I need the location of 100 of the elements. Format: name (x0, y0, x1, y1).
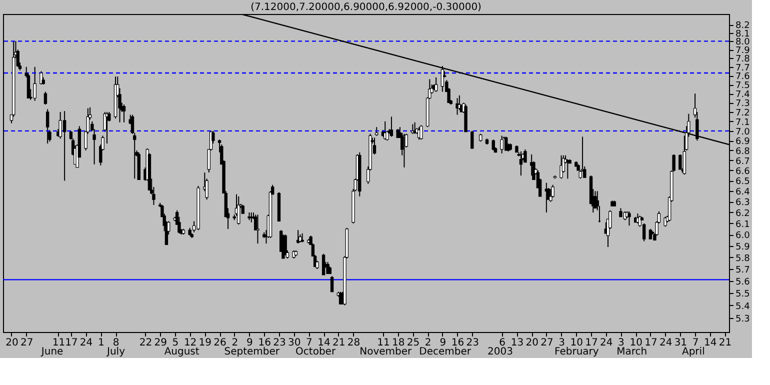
x-tick-label: 21 (718, 338, 732, 348)
x-tick-label: 26 (214, 338, 226, 348)
candlestick (549, 188, 552, 202)
y-tick-label: 7.0 (736, 127, 750, 138)
x-tick-label: 29 (154, 338, 167, 348)
x2-tick-label: March (616, 346, 648, 358)
x-tick-label: 17 (644, 338, 658, 348)
x-tick-label: 7 (692, 338, 699, 348)
candlestick (560, 154, 563, 180)
x2-tick-label: February (554, 346, 599, 358)
x-tick-label: 11 (377, 338, 390, 348)
x-tick-label: 2 (424, 338, 432, 348)
candlestick (470, 130, 474, 149)
x-tick-label: 17 (65, 338, 78, 348)
y-tick-label: 5.7 (736, 266, 750, 276)
y-tick-label: 8.2 (736, 21, 750, 32)
candlestick (256, 214, 260, 244)
x-tick-label: 6 (499, 338, 506, 348)
y-tick-label: 7.5 (736, 81, 750, 92)
x-tick-label: 13 (510, 338, 524, 348)
x-tick-label: 24 (600, 338, 613, 348)
x-tick-label: 3 (618, 338, 624, 348)
x-tick-label: 25 (406, 338, 420, 348)
x-tick-label: 12 (184, 338, 197, 348)
x-tick-label: 28 (347, 338, 360, 348)
candlestick (44, 91, 48, 106)
y-tick-label: 6.6 (736, 166, 750, 177)
y-tick-label: 6.1 (736, 220, 750, 230)
y-tick-label: 6.4 (736, 188, 750, 198)
y-tick-label: 6.8 (736, 146, 750, 157)
x2-tick-label: August (164, 346, 200, 358)
x-tick-label: 10 (570, 338, 584, 348)
y-tick-label: 6.7 (736, 156, 750, 167)
x2-tick-label: July (106, 346, 126, 358)
x-tick-label: 27 (540, 338, 554, 348)
x-tick-label: 23 (466, 338, 480, 348)
x2-tick-label: 2003 (488, 346, 513, 358)
y-tick-label: 5.5 (736, 290, 750, 300)
x-tick-label: 8 (112, 338, 120, 348)
y-tick-label: 7.7 (736, 63, 750, 74)
y-tick-label: 5.9 (736, 242, 750, 252)
x-tick-label: 22 (139, 338, 152, 348)
x-tick-label: 2 (232, 338, 238, 348)
candlestick (33, 66, 36, 102)
candlestick (178, 216, 181, 234)
x-tick-label: 11 (52, 338, 66, 348)
y-tick-label: 6.3 (736, 198, 750, 208)
candlestick (122, 104, 126, 123)
y-tick-label: 6.9 (736, 137, 750, 148)
x-tick-label: 24 (659, 338, 672, 348)
x-tick-label: 9 (246, 338, 253, 348)
x-tick-label: 30 (288, 338, 301, 348)
x-tick-label: 20 (6, 338, 18, 348)
x-tick-label: 21 (332, 338, 346, 348)
chart-title: (7.12000,7.20000,6.90000,6.92000,-0.30000) (250, 2, 482, 13)
candlestick (551, 184, 554, 198)
x-tick-label: 3 (558, 338, 565, 348)
candlestick (678, 154, 682, 170)
x-tick-label: 1 (98, 338, 104, 348)
candlestick (284, 234, 287, 256)
x-tick-label: 27 (20, 338, 34, 348)
x-tick-label: 24 (80, 338, 93, 348)
x-tick-label: 14 (318, 338, 330, 348)
x2-tick-label: June (40, 346, 64, 358)
x2-tick-label: December (419, 346, 472, 358)
x-tick-label: 16 (451, 338, 464, 348)
y-tick-label: 6.5 (736, 177, 750, 188)
x-tick-label: 20 (526, 338, 538, 348)
x-tick-label: 23 (273, 338, 286, 348)
candlestick (492, 139, 495, 151)
candlestick (594, 190, 597, 209)
y-tick-label: 7.6 (736, 72, 750, 82)
y-tick-label: 5.8 (736, 254, 750, 264)
y-tick-label: 7.2 (736, 108, 750, 118)
x-tick-label: 5 (172, 338, 179, 348)
x-tick-label: 16 (258, 338, 271, 348)
x-tick-label: 31 (674, 338, 688, 348)
x-tick-label: 14 (704, 338, 717, 348)
x-tick-label: 9 (440, 338, 446, 348)
y-tick-label: 7.4 (736, 90, 750, 100)
x2-tick-label: October (296, 346, 336, 358)
x-tick-label: 18 (392, 338, 405, 348)
candlestick (62, 110, 66, 182)
y-tick-label: 5.3 (736, 314, 750, 324)
x-tick-label: 10 (630, 338, 642, 348)
y-tick-label: 5.4 (736, 302, 750, 312)
candlestick (330, 276, 334, 292)
y-tick-label: 6.0 (736, 231, 750, 242)
candlestick (46, 108, 50, 144)
y-tick-label: 5.6 (736, 277, 750, 288)
x2-tick-label: September (224, 346, 280, 358)
candlestick (420, 124, 423, 140)
y-tick-label: 6.2 (736, 208, 750, 219)
y-tick-label: 7.8 (736, 54, 750, 65)
y-tick-label: 7.1 (736, 118, 750, 128)
y-tick-label: 8.0 (736, 38, 750, 48)
y-tick-label: 8.1 (736, 29, 750, 40)
y-tick-label: 7.3 (736, 99, 750, 110)
x-tick-label: 17 (585, 338, 598, 348)
y-tick-label: 7.9 (736, 46, 750, 56)
